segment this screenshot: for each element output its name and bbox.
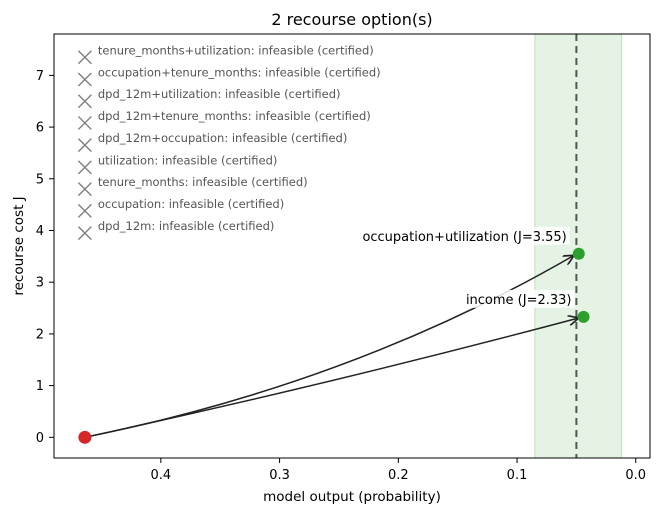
infeasible-marker <box>77 160 92 175</box>
infeasible-marker <box>77 115 92 130</box>
x-tick-label: 0.2 <box>388 468 409 483</box>
infeasible-label: dpd_12m: infeasible (certified) <box>98 219 275 233</box>
infeasible-label: tenure_months+utilization: infeasible (c… <box>98 43 374 57</box>
y-tick-label: 3 <box>36 276 44 291</box>
y-tick-label: 1 <box>36 379 44 394</box>
infeasible-marker <box>77 94 92 109</box>
annotation-background <box>328 226 570 245</box>
x-axis-label: model output (probability) <box>263 489 441 505</box>
y-tick-label: 2 <box>36 327 44 342</box>
infeasible-marker <box>77 182 92 197</box>
y-tick-label: 5 <box>36 172 44 187</box>
infeasible-marker <box>77 226 92 241</box>
recourse-option-label: occupation+utilization (J=3.55) <box>362 230 566 245</box>
recourse-option-label: income (J=2.33) <box>466 293 572 308</box>
infeasible-label: tenure_months: infeasible (certified) <box>98 175 308 189</box>
chart-title: 2 recourse option(s) <box>271 10 432 29</box>
infeasible-label: dpd_12m+occupation: infeasible (certifie… <box>98 131 348 145</box>
origin-point <box>78 430 92 444</box>
x-tick-label: 0.1 <box>507 468 528 483</box>
annotation-background <box>454 289 575 308</box>
plot-frame <box>53 33 651 459</box>
recourse-option-point <box>572 247 585 260</box>
recourse-arrow <box>84 318 578 439</box>
x-tick-label: 0.0 <box>625 468 646 483</box>
recourse-arrow <box>84 256 573 439</box>
y-axis-label: recourse cost J <box>11 196 27 295</box>
infeasible-marker <box>77 72 92 87</box>
y-tick-label: 6 <box>36 121 44 136</box>
feasible-band <box>534 33 623 459</box>
infeasible-marker <box>77 203 92 218</box>
recourse-option-point <box>577 310 590 323</box>
infeasible-label: occupation: infeasible (certified) <box>98 197 284 211</box>
x-tick-label: 0.3 <box>269 468 290 483</box>
infeasible-label: dpd_12m+utilization: infeasible (certifi… <box>98 87 341 101</box>
y-tick-label: 0 <box>36 431 44 446</box>
infeasible-label: dpd_12m+tenure_months: infeasible (certi… <box>98 109 371 123</box>
infeasible-label: utilization: infeasible (certified) <box>98 153 278 167</box>
infeasible-label: occupation+tenure_months: infeasible (ce… <box>98 66 381 80</box>
infeasible-marker <box>77 50 92 65</box>
y-tick-label: 7 <box>36 69 44 84</box>
x-tick-label: 0.4 <box>151 468 172 483</box>
y-tick-label: 4 <box>36 224 44 239</box>
infeasible-marker <box>77 138 92 153</box>
